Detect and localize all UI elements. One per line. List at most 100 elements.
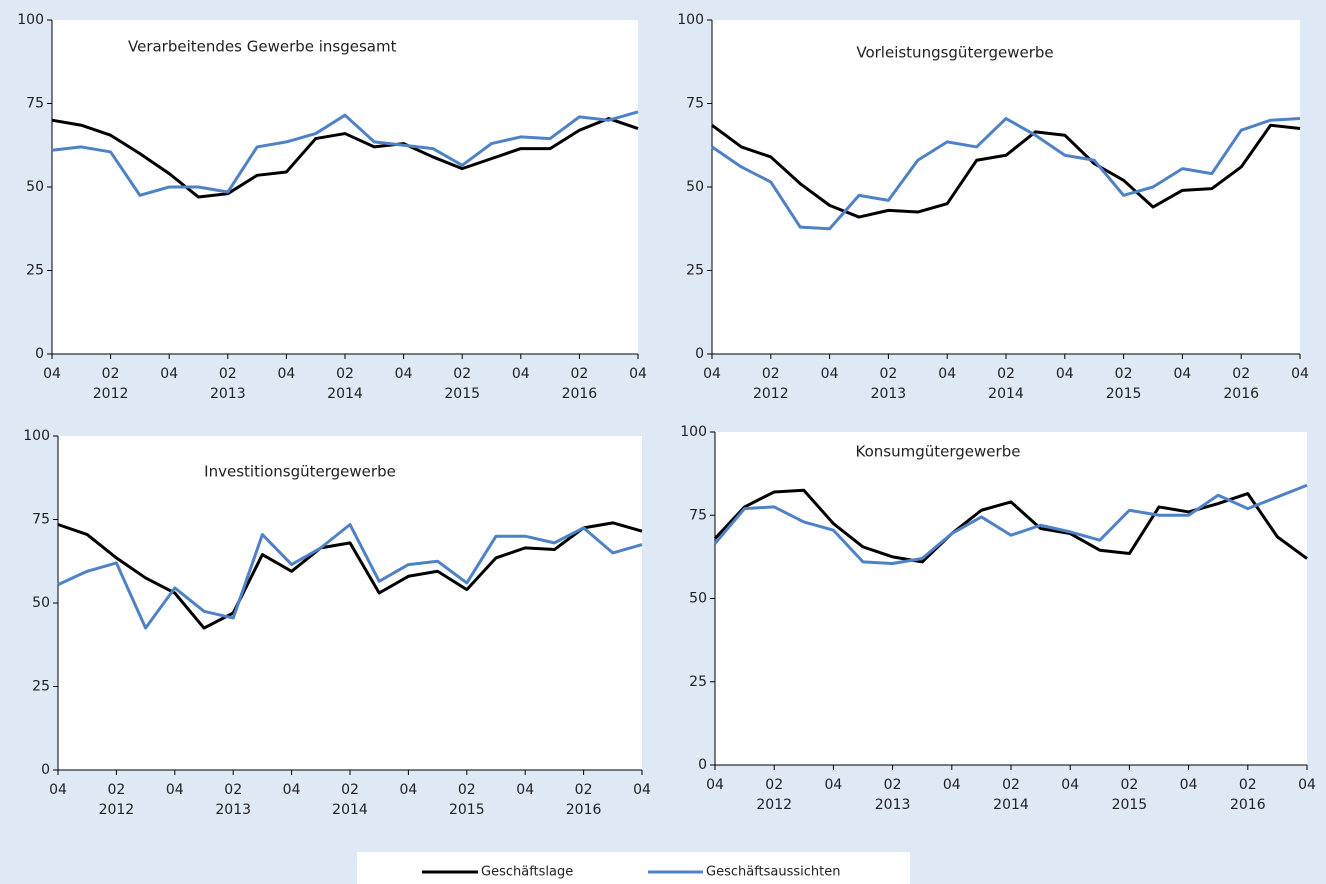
year-label: 2012 [93,386,129,402]
y-tick-label: 50 [686,179,704,195]
x-tick-label: 02 [107,782,125,798]
x-tick-label: 02 [224,782,242,798]
plot-area [52,20,638,354]
x-tick-label: 02 [997,366,1015,382]
year-label: 2012 [756,797,792,813]
year-label: 2013 [875,797,911,813]
x-tick-label: 04 [395,366,413,382]
legend-label: Geschäftslage [481,865,573,880]
chart-title: Investitionsgütergewerbe [204,463,396,481]
x-tick-label: 04 [943,777,961,793]
y-tick-label: 100 [17,12,44,28]
x-tick-label: 04 [706,777,724,793]
series-line [57,523,643,630]
series-line [57,521,643,630]
year-label: 2014 [993,797,1029,813]
x-tick-label: 04 [49,782,67,798]
plot-area [715,432,1307,765]
x-tick-label: 04 [1173,366,1191,382]
year-label: 2013 [210,386,246,402]
x-tick-label: 02 [762,366,780,382]
x-tick-label: 04 [1180,777,1198,793]
y-tick-label: 25 [689,674,707,690]
x-tick-label: 02 [1002,777,1020,793]
series-line [51,110,639,197]
y-tick-label: 0 [695,346,704,362]
series-line [711,123,1301,219]
series-line [51,117,639,199]
x-tick-label: 04 [1056,366,1074,382]
y-tick-label: 0 [41,762,50,778]
y-tick-label: 25 [32,679,50,695]
x-tick-label: 02 [575,782,593,798]
series-line [713,488,1308,564]
year-label: 2016 [566,802,602,818]
year-label: 2015 [444,386,480,402]
y-tick-label: 100 [677,12,704,28]
year-label: 2014 [327,386,363,402]
y-tick-label: 100 [23,428,50,444]
year-label: 2015 [449,802,485,818]
year-label: 2016 [1223,386,1259,402]
year-label: 2014 [988,386,1024,402]
y-tick-label: 0 [35,346,44,362]
y-tick-label: 75 [689,507,707,523]
series-line [711,117,1301,231]
x-tick-label: 02 [219,366,237,382]
x-tick-label: 02 [102,366,120,382]
x-tick-label: 02 [1232,366,1250,382]
x-tick-label: 04 [1298,777,1316,793]
x-tick-label: 04 [1061,777,1079,793]
x-tick-label: 02 [1120,777,1138,793]
x-tick-label: 04 [399,782,417,798]
x-tick-label: 02 [1115,366,1133,382]
year-label: 2016 [1230,797,1266,813]
plot-area [712,20,1300,354]
year-label: 2015 [1106,386,1142,402]
x-tick-label: 04 [277,366,295,382]
chart-title: Verarbeitendes Gewerbe insgesamt [128,38,397,56]
year-label: 2012 [753,386,789,402]
year-label: 2014 [332,802,368,818]
year-label: 2016 [562,386,598,402]
x-tick-label: 04 [512,366,530,382]
x-tick-label: 04 [1291,366,1309,382]
x-tick-label: 02 [1239,777,1257,793]
series-line [713,483,1308,566]
y-tick-label: 50 [689,591,707,607]
x-tick-label: 04 [43,366,61,382]
legend-label: Geschäftsaussichten [706,865,841,880]
y-tick-label: 50 [26,179,44,195]
y-tick-label: 75 [32,512,50,528]
y-tick-label: 100 [680,424,707,440]
x-tick-label: 04 [821,366,839,382]
x-tick-label: 04 [633,782,651,798]
year-label: 2013 [871,386,907,402]
y-tick-label: 25 [26,263,44,279]
x-tick-label: 02 [336,366,354,382]
x-tick-label: 02 [884,777,902,793]
x-tick-label: 02 [458,782,476,798]
x-tick-label: 04 [160,366,178,382]
chart-title: Konsumgütergewerbe [856,443,1021,461]
x-tick-label: 04 [166,782,184,798]
y-tick-label: 75 [686,96,704,112]
x-tick-label: 02 [879,366,897,382]
y-tick-label: 75 [26,96,44,112]
x-tick-label: 04 [824,777,842,793]
x-tick-label: 02 [765,777,783,793]
x-tick-label: 02 [341,782,359,798]
year-label: 2015 [1112,797,1148,813]
x-tick-label: 04 [938,366,956,382]
y-tick-label: 0 [698,757,707,773]
x-tick-label: 04 [516,782,534,798]
plot-area [58,436,642,770]
x-tick-label: 02 [453,366,471,382]
year-label: 2012 [99,802,135,818]
y-tick-label: 50 [32,595,50,611]
x-tick-label: 04 [703,366,721,382]
x-tick-label: 04 [283,782,301,798]
year-label: 2013 [215,802,251,818]
x-tick-label: 04 [629,366,647,382]
